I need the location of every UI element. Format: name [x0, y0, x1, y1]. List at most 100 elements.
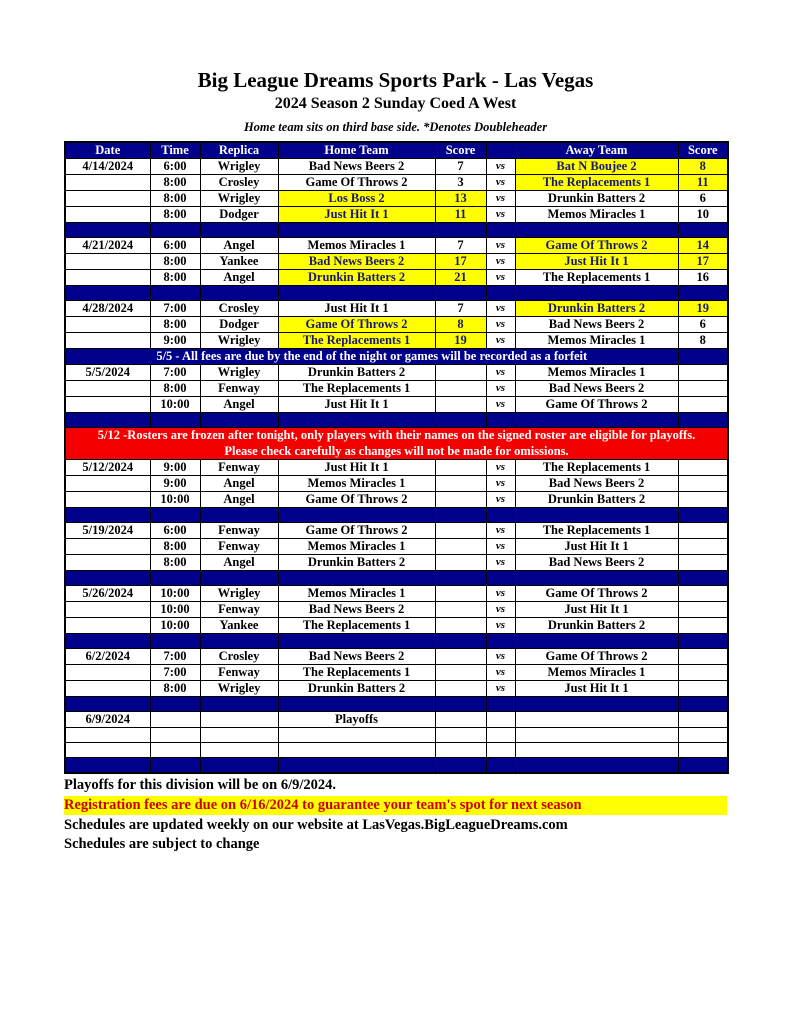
- separator-cell: [199, 757, 279, 773]
- blank-cell: [64, 727, 151, 743]
- date-cell: [64, 491, 151, 508]
- schedule-table: Date Time Replica Home Team Score Away Team Sc…: [64, 141, 729, 774]
- blank-row: [64, 727, 729, 743]
- home-team-cell: Drunkin Batters 2: [277, 364, 436, 381]
- game-row: 10:00 Yankee The Replacements 1 vs Drunkin B…: [64, 617, 729, 634]
- away-score-cell: [677, 648, 729, 665]
- home-score-cell: [434, 711, 487, 728]
- game-row: 8:00 Dodger Just Hit It 1 11 vs Memos Miracle…: [64, 206, 729, 223]
- home-score-cell: [434, 601, 487, 618]
- date-cell: [64, 601, 151, 618]
- away-score-cell: [677, 680, 729, 697]
- date-cell: 5/26/2024: [64, 585, 151, 602]
- home-team-cell: Bad News Beers 2: [277, 601, 436, 618]
- separator-cell: [64, 633, 151, 649]
- blank-cell: [514, 727, 679, 743]
- time-cell: 8:00: [149, 190, 201, 207]
- separator-cell: [199, 412, 279, 428]
- home-score-cell: [434, 459, 487, 476]
- separator-cell: [149, 757, 201, 773]
- page-subtitle: 2024 Season 2 Sunday Coed A West: [274, 95, 517, 112]
- date-cell: 5/19/2024: [64, 522, 151, 539]
- replica-cell: Angel: [199, 396, 279, 413]
- replica-cell: Wrigley: [199, 680, 279, 697]
- replica-cell: Fenway: [199, 538, 279, 555]
- column-header: Away Team: [514, 141, 679, 159]
- home-team-cell: Just Hit It 1: [277, 300, 436, 317]
- page-title: Big League Dreams Sports Park - Las Vega…: [197, 68, 594, 92]
- separator-cell: [677, 633, 729, 649]
- separator-cell: [277, 633, 436, 649]
- home-score-cell: 8: [434, 316, 487, 333]
- game-row: 8:00 Fenway Memos Miracles 1 vs Just Hit It …: [64, 538, 729, 555]
- home-score-cell: [434, 617, 487, 634]
- separator-row: [64, 507, 729, 523]
- replica-cell: Wrigley: [199, 332, 279, 349]
- home-team-cell: The Replacements 1: [277, 332, 436, 349]
- time-cell: 7:00: [149, 664, 201, 681]
- game-row: 5/19/2024 6:00 Fenway Game Of Throws 2 vs The…: [64, 522, 729, 539]
- home-team-cell: Game Of Throws 2: [277, 522, 436, 539]
- home-team-cell: Memos Miracles 1: [277, 475, 436, 492]
- home-team-cell: The Replacements 1: [277, 380, 436, 397]
- vs-cell: vs: [485, 601, 516, 618]
- home-team-cell: The Replacements 1: [277, 664, 436, 681]
- notice-row-rosters: 5/12 -Rosters are frozen after tonight, …: [64, 427, 729, 460]
- date-cell: 4/14/2024: [64, 158, 151, 175]
- separator-cell: [434, 757, 487, 773]
- date-cell: [64, 206, 151, 223]
- notice-row-fees: 5/5 - All fees are due by the end of the…: [64, 348, 729, 365]
- date-cell: [64, 190, 151, 207]
- date-cell: 5/5/2024: [64, 364, 151, 381]
- vs-cell: vs: [485, 237, 516, 254]
- away-score-cell: [677, 364, 729, 381]
- separator-cell: [677, 757, 729, 773]
- blank-cell: [199, 742, 279, 758]
- away-score-cell: [677, 711, 729, 728]
- separator-cell: [677, 507, 729, 523]
- game-row: 10:00 Fenway Bad News Beers 2 vs Just Hit It…: [64, 601, 729, 618]
- blank-row: [64, 742, 729, 758]
- home-score-cell: 7: [434, 158, 487, 175]
- separator-cell: [485, 696, 516, 712]
- column-header: Home Team: [277, 141, 436, 159]
- replica-cell: Fenway: [199, 459, 279, 476]
- game-row: 8:00 Wrigley Los Boss 2 13 vs Drunkin Batters…: [64, 190, 729, 207]
- separator-cell: [277, 570, 436, 586]
- vs-cell: vs: [485, 332, 516, 349]
- time-cell: 7:00: [149, 364, 201, 381]
- separator-cell: [277, 757, 436, 773]
- separator-cell: [64, 222, 151, 238]
- game-row: 6/2/2024 7:00 Crosley Bad News Beers 2 vs Gam…: [64, 648, 729, 665]
- away-team-cell: Memos Miracles 1: [514, 664, 679, 681]
- date-cell: [64, 554, 151, 571]
- blank-cell: [514, 742, 679, 758]
- vs-cell: vs: [485, 380, 516, 397]
- date-cell: [64, 253, 151, 270]
- separator-row: [64, 570, 729, 586]
- away-score-cell: [677, 396, 729, 413]
- separator-cell: [485, 222, 516, 238]
- away-score-cell: 11: [677, 174, 729, 191]
- away-score-cell: [677, 554, 729, 571]
- date-cell: 6/2/2024: [64, 648, 151, 665]
- separator-cell: [434, 222, 487, 238]
- separator-cell: [277, 285, 436, 301]
- separator-cell: [485, 507, 516, 523]
- away-team-cell: Game Of Throws 2: [514, 585, 679, 602]
- home-team-cell: Memos Miracles 1: [277, 237, 436, 254]
- time-cell: 8:00: [149, 316, 201, 333]
- home-score-cell: [434, 538, 487, 555]
- away-score-cell: 16: [677, 269, 729, 286]
- home-score-cell: 11: [434, 206, 487, 223]
- blank-cell: [277, 727, 436, 743]
- date-cell: 4/21/2024: [64, 237, 151, 254]
- away-team-cell: Drunkin Batters 2: [514, 491, 679, 508]
- home-score-cell: [434, 380, 487, 397]
- home-score-cell: [434, 475, 487, 492]
- replica-cell: Yankee: [199, 617, 279, 634]
- separator-cell: [64, 696, 151, 712]
- date-cell: [64, 332, 151, 349]
- game-row: 9:00 Angel Memos Miracles 1 vs Bad News Beer…: [64, 475, 729, 492]
- away-score-cell: [677, 491, 729, 508]
